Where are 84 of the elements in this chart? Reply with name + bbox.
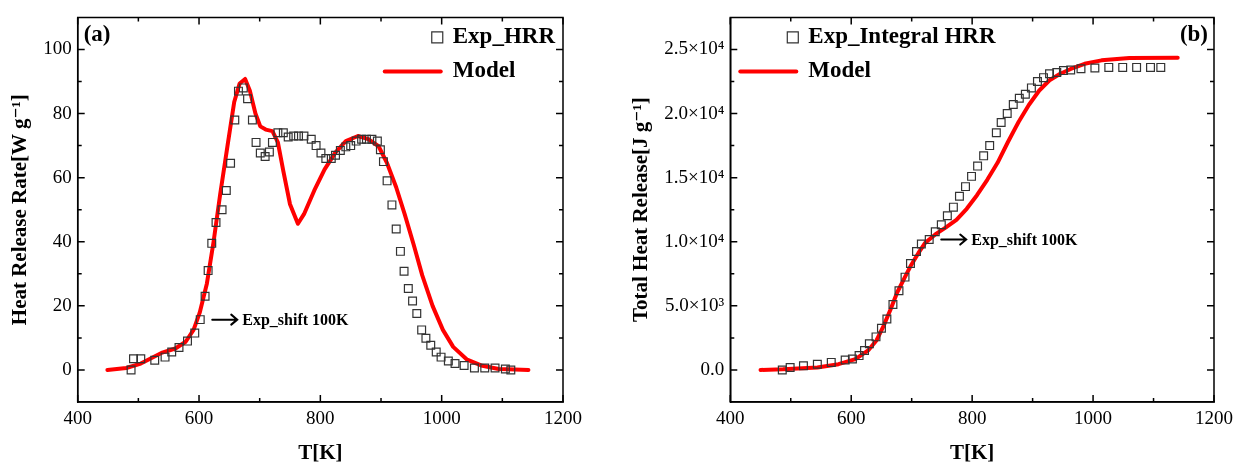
point [996,118,1006,128]
y-axis-title: Total Heat Release[J g⁻¹] [628,97,653,323]
y-tick-label: 5.0×10³ [665,293,725,315]
point [991,128,1001,138]
point [1032,77,1042,86]
point [924,235,934,245]
y-tick-label: 100 [43,37,72,59]
point [1052,68,1062,78]
x-tick-label: 600 [836,407,866,429]
legend-label: Exp_HRR [452,23,556,49]
annotation: Exp_shift 100K [971,230,1079,249]
point [912,247,922,256]
point [1058,66,1068,76]
y-axis-title: Heat Release Rate[W g⁻¹] [7,94,32,326]
point [1118,62,1128,72]
point [847,354,857,364]
point [840,355,850,365]
x-tick-label: 1200 [544,407,582,429]
point [1039,73,1048,83]
x-tick-label: 1000 [1074,407,1113,429]
x-tick-label: 800 [306,407,335,429]
point [1146,62,1155,72]
point [1156,62,1166,72]
point [1132,62,1142,72]
x-tick-label: 400 [63,407,92,429]
point [1045,69,1055,79]
y-tick-label: 0.0 [700,357,725,379]
x-tick-label: 1200 [1195,407,1233,429]
point [905,258,915,268]
legend-label: Exp_Integral HRR [808,23,996,49]
y-tick-label: 60 [52,165,72,187]
x-axis-title: T[K] [298,439,343,464]
point [1002,109,1012,119]
point [985,141,995,151]
point [900,272,910,282]
point [1008,100,1018,110]
point [961,182,970,192]
y-tick-label: 40 [52,229,72,251]
y-tick-label: 80 [52,101,72,123]
x-axis-title: T[K] [949,439,995,464]
x-tick-label: 1000 [422,407,461,429]
point [812,359,822,369]
y-tick-label: 2.0×10⁴ [664,101,725,123]
point [826,357,836,367]
y-tick-label: 20 [52,293,72,315]
point [930,227,940,237]
y-tick-label: 0 [62,357,72,379]
annotation: (b) [1179,20,1208,46]
point [1090,63,1100,73]
point [871,332,881,342]
point [954,191,964,201]
point [854,351,864,361]
x-tick-label: 400 [716,407,745,429]
point [798,361,808,371]
point [894,286,904,296]
legend-label: Model [452,57,516,83]
annotation: Exp_shift 100K [242,310,350,329]
point [860,345,870,355]
point [942,211,952,221]
point [888,299,898,309]
point [864,339,874,349]
y-tick-label: 1.5×10⁴ [664,165,725,187]
point [1020,89,1030,99]
x-tick-label: 600 [184,407,214,429]
legend-label: Model [808,57,871,83]
point [1014,93,1024,103]
point [1104,62,1114,72]
annotation: (a) [83,20,111,46]
point [876,323,886,333]
point [973,161,983,171]
point [936,220,946,230]
point [1076,64,1086,74]
y-tick-label: 2.5×10⁴ [664,37,725,59]
point [1026,83,1036,93]
y-tick-label: 1.0×10⁴ [664,229,725,251]
point [979,151,989,161]
point [777,365,787,375]
point [785,363,795,372]
point [882,314,892,324]
point [916,239,926,249]
point [948,202,958,212]
point [1066,65,1076,75]
point [967,171,977,181]
x-tick-label: 800 [957,407,987,429]
